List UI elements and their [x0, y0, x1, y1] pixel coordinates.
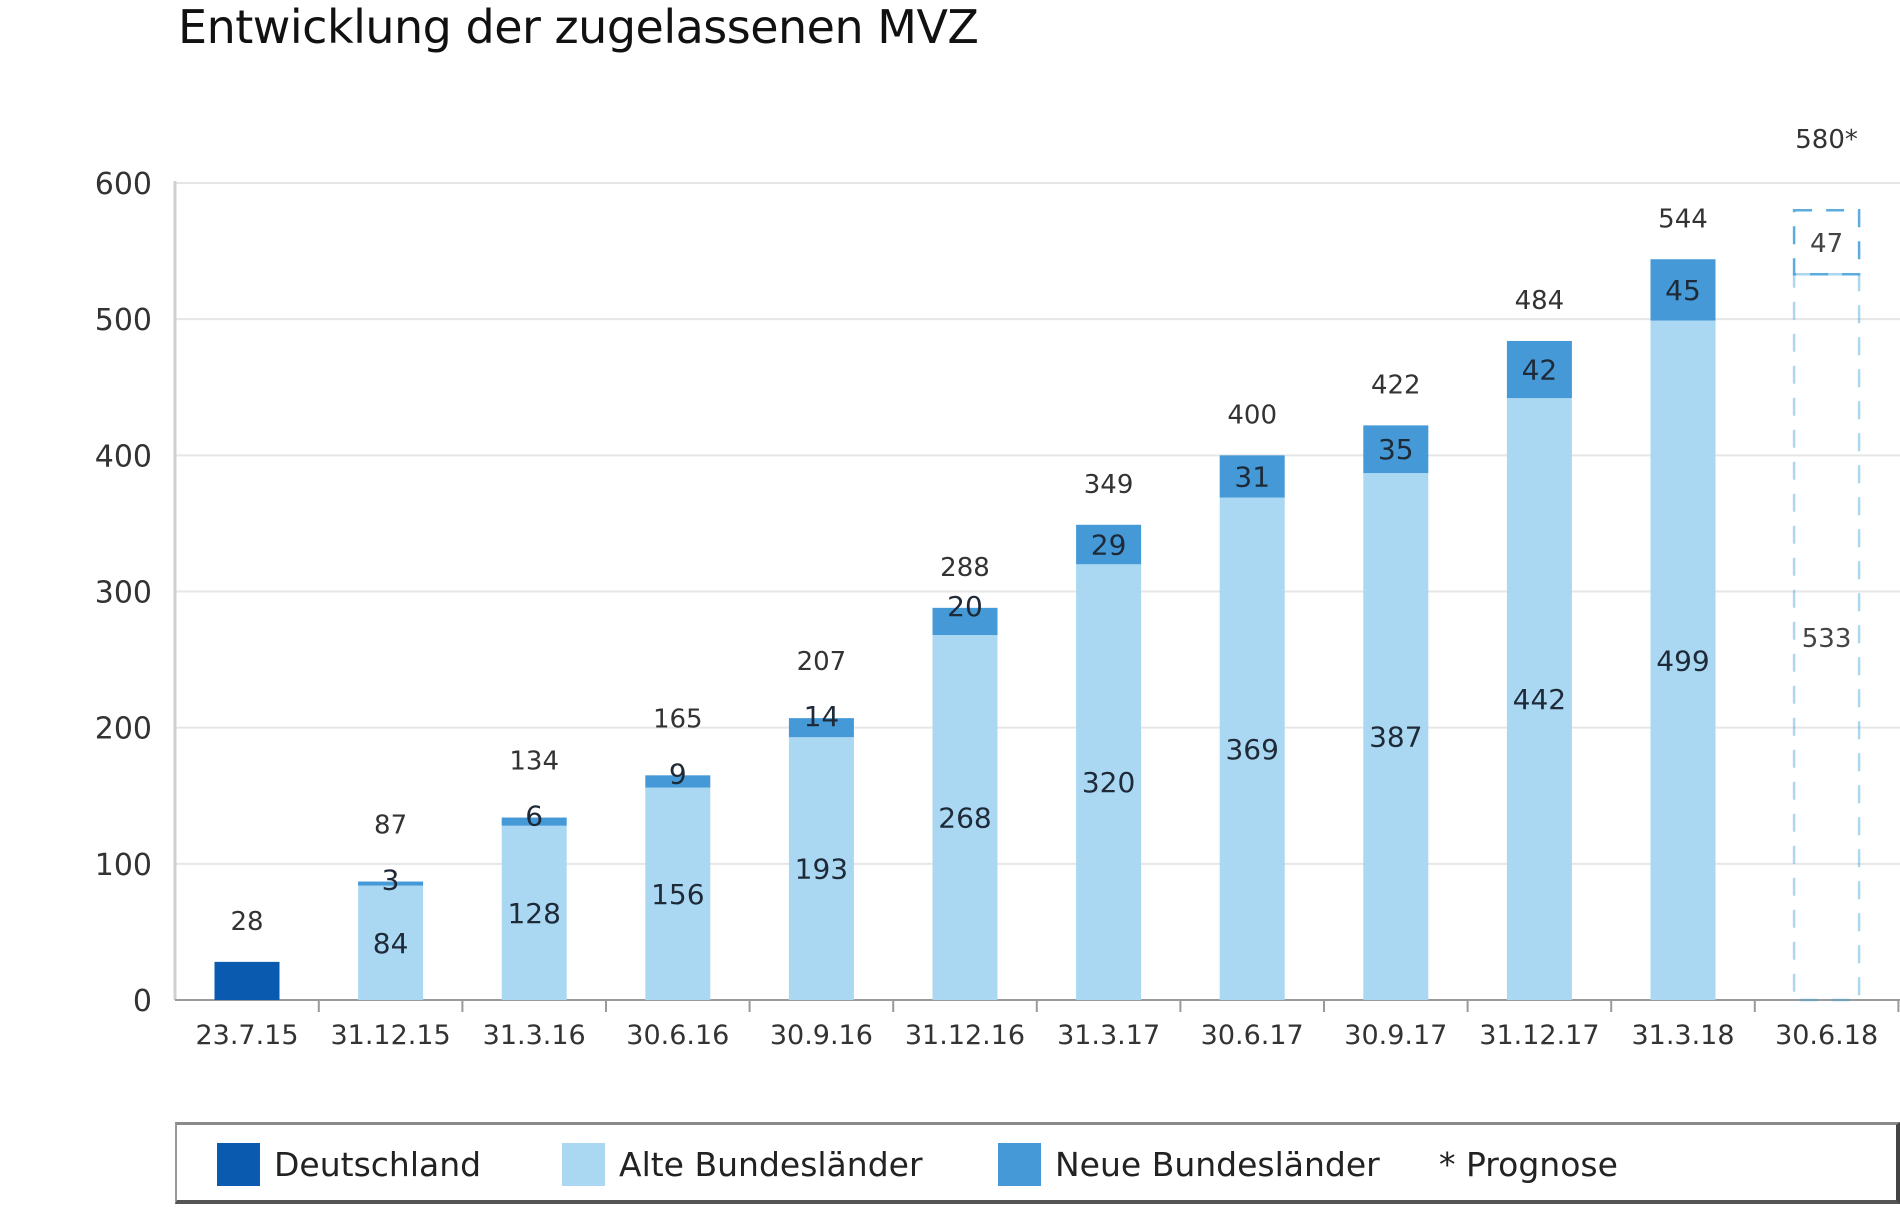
segment-value-label: 533 — [1802, 624, 1852, 654]
x-tick-label: 31.12.17 — [1479, 1020, 1599, 1051]
y-tick-label: 300 — [95, 576, 152, 611]
data-labels: 2884387128613415691651931420726820288320… — [230, 125, 1857, 960]
total-value-label: 544 — [1658, 204, 1708, 234]
bar-neue-bundesl-nder — [358, 881, 424, 886]
legend-item-prognose: * Prognose — [1439, 1125, 1618, 1203]
segment-value-label: 442 — [1513, 683, 1566, 716]
bar-neue-bundesl-nder-forecast — [1792, 208, 1861, 276]
legend: Deutschland Alte Bundesländer Neue Bunde… — [175, 1122, 1900, 1204]
total-value-label: 28 — [230, 907, 263, 937]
bar-neue-bundesl-nder — [1219, 455, 1285, 498]
segment-value-label: 20 — [947, 590, 983, 623]
segment-value-label: 31 — [1234, 460, 1270, 493]
y-tick-label: 100 — [95, 848, 152, 883]
total-value-label: 165 — [653, 704, 703, 734]
legend-label-deutschland: Deutschland — [274, 1144, 482, 1184]
x-tick-label: 30.6.16 — [626, 1020, 729, 1051]
legend-swatch-alte-bundeslaender — [562, 1142, 605, 1186]
x-tick-label: 23.7.15 — [195, 1020, 298, 1051]
chart-title: Entwicklung der zugelassenen MVZ — [178, 0, 979, 54]
y-tick-label: 600 — [95, 167, 152, 202]
legend-label-prognose: * Prognose — [1439, 1144, 1618, 1184]
bar-alte-bundesl-nder — [1506, 398, 1572, 1001]
segment-value-label: 3 — [382, 864, 400, 897]
x-tick-label: 31.3.17 — [1057, 1020, 1160, 1051]
bars — [214, 208, 1861, 1002]
total-value-label: 349 — [1084, 470, 1134, 500]
axes: 0 100 200 300 400 500 600 23.7.15 31.12.15 31.3.1… — [95, 167, 1900, 1051]
bar-neue-bundesl-nder — [1506, 340, 1572, 399]
legend-label-alte-bundeslaender: Alte Bundesländer — [619, 1144, 923, 1184]
bar-alte-bundesl-nder — [501, 825, 567, 1000]
x-tick-label: 31.3.18 — [1631, 1020, 1734, 1051]
bar-alte-bundesl-nder — [932, 635, 998, 1000]
bar-alte-bundesl-nder — [1219, 497, 1285, 1000]
segment-value-label: 35 — [1378, 433, 1414, 466]
segment-value-label: 6 — [525, 800, 543, 833]
total-value-label: 580* — [1795, 125, 1858, 155]
segment-value-label: 369 — [1225, 733, 1278, 766]
bar-neue-bundesl-nder — [1363, 425, 1429, 474]
legend-swatch-deutschland — [217, 1142, 260, 1186]
total-value-label: 484 — [1515, 286, 1565, 316]
segment-value-label: 84 — [373, 927, 409, 960]
segment-value-label: 14 — [804, 700, 840, 733]
x-tick-label: 31.12.15 — [330, 1020, 450, 1051]
x-tick-label: 30.9.17 — [1344, 1020, 1447, 1051]
x-tick-label: 30.9.16 — [770, 1020, 873, 1051]
total-value-label: 422 — [1371, 370, 1421, 400]
y-tick-label: 200 — [95, 712, 152, 747]
segment-value-label: 387 — [1369, 721, 1422, 754]
legend-label-neue-bundeslaender: Neue Bundesländer — [1055, 1144, 1380, 1184]
total-value-label: 87 — [374, 811, 407, 841]
segment-value-label: 128 — [507, 897, 560, 930]
legend-item-alte-bundeslaender: Alte Bundesländer — [562, 1125, 923, 1203]
bar-neue-bundesl-nder — [932, 607, 998, 636]
segment-value-label: 45 — [1665, 274, 1701, 307]
segment-value-label: 193 — [795, 853, 848, 886]
bar-neue-bundesl-nder — [788, 718, 854, 738]
x-tick-label: 30.6.18 — [1775, 1020, 1878, 1051]
segment-value-label: 499 — [1656, 644, 1709, 677]
bar-alte-bundesl-nder — [788, 737, 854, 1000]
segment-value-label: 47 — [1810, 229, 1843, 259]
x-tick-label: 30.6.17 — [1201, 1020, 1304, 1051]
y-tick-label: 500 — [95, 303, 152, 338]
total-value-label: 288 — [940, 553, 990, 583]
segment-value-label: 42 — [1522, 354, 1558, 387]
x-tick-label: 31.3.16 — [483, 1020, 586, 1051]
segment-value-label: 156 — [651, 878, 704, 911]
x-tick-label: 31.12.16 — [905, 1020, 1025, 1051]
y-tick-label: 400 — [95, 439, 152, 474]
bar-neue-bundesl-nder — [1076, 524, 1142, 565]
bar-chart: 0 100 200 300 400 500 600 23.7.15 31.12.15 31.3.1… — [95, 125, 1900, 1051]
bar-alte-bundesl-nder — [358, 885, 424, 1000]
segment-value-label: 29 — [1091, 529, 1127, 562]
total-value-label: 134 — [509, 747, 559, 777]
bar-alte-bundesl-nder — [1650, 320, 1716, 1000]
bar-alte-bundesl-nder — [645, 787, 711, 1000]
legend-item-neue-bundeslaender: Neue Bundesländer — [998, 1125, 1380, 1203]
bar-deutschland — [214, 961, 280, 1000]
gridlines — [175, 182, 1900, 865]
legend-item-deutschland: Deutschland — [217, 1125, 481, 1203]
segment-value-label: 268 — [938, 802, 991, 835]
segment-value-label: 320 — [1082, 766, 1135, 799]
legend-swatch-neue-bundeslaender — [998, 1142, 1041, 1186]
total-value-label: 400 — [1227, 400, 1277, 430]
bar-alte-bundesl-nder — [1076, 564, 1142, 1000]
bar-alte-bundesl-nder — [1363, 473, 1429, 1000]
segment-value-label: 9 — [669, 757, 687, 790]
bar-neue-bundesl-nder — [1650, 259, 1716, 321]
y-tick-label: 0 — [133, 984, 152, 1019]
total-value-label: 207 — [797, 647, 847, 677]
bar-neue-bundesl-nder — [501, 817, 567, 826]
bar-neue-bundesl-nder — [645, 775, 711, 788]
